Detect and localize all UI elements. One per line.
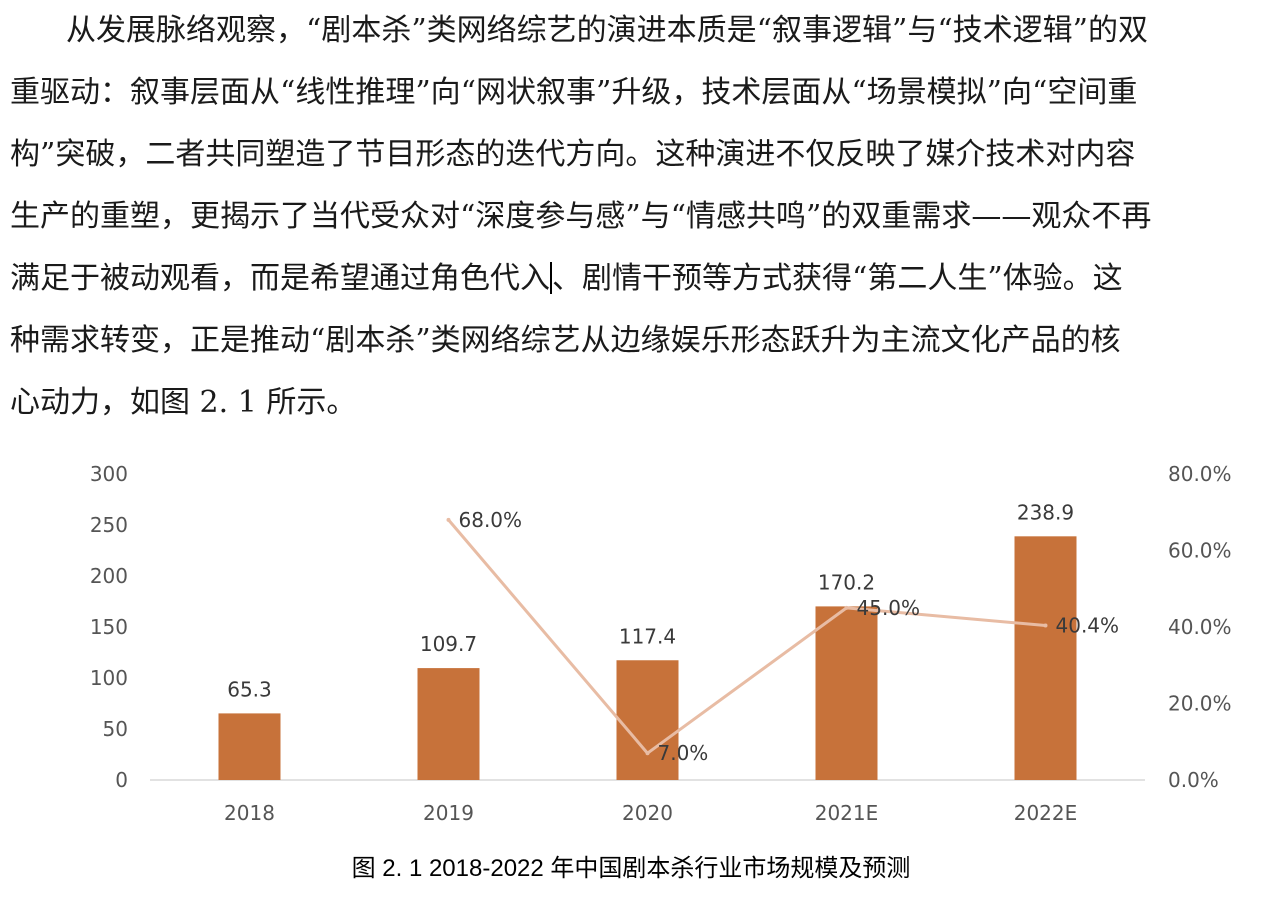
y-axis-tick-label: 50 — [103, 717, 128, 741]
bar-value-label: 170.2 — [818, 570, 875, 594]
secondary-y-axis-tick-label: 20.0% — [1168, 692, 1232, 716]
paragraph-line: 种需求转变，正是推动“剧本杀”类网络综艺从边缘娱乐形态跃升为主流文化产品的核 — [10, 323, 1121, 358]
paragraph-line: 心动力，如图 2. 1 所示。 — [10, 385, 357, 420]
chart-svg: 0 50 100 150 200 250 300 0.0% 20.0% 40.0% 60.0% 80.… — [90, 462, 1232, 825]
y-axis-tick-label: 100 — [90, 666, 128, 690]
y-axis-tick-label: 150 — [90, 615, 128, 639]
y-axis-tick-label: 200 — [90, 564, 128, 588]
secondary-y-axis-tick-label: 80.0% — [1168, 462, 1232, 486]
growth-rate-line — [447, 518, 1046, 755]
bar-value-label: 117.4 — [619, 624, 676, 648]
bar — [218, 713, 281, 780]
y-axis-tick-label: 300 — [90, 462, 128, 486]
bar — [1014, 536, 1077, 780]
body-paragraph: 从发展脉络观察，“剧本杀”类网络综艺的演进本质是“叙事逻辑”与“技术逻辑”的双 … — [10, 0, 1250, 434]
bar-value-label: 109.7 — [420, 632, 477, 656]
paragraph-segment: 满足于被动观看，而是希望通过角色代入 — [10, 261, 550, 296]
x-axis-tick-label: 2020 — [622, 801, 673, 825]
y-axis-tick-label: 0 — [115, 768, 128, 792]
growth-rate-label: 68.0% — [459, 508, 523, 532]
paragraph-line: 重驱动：叙事层面从“线性推理”向“网状叙事”升级，技术层面从“场景模拟”向“空间… — [10, 75, 1138, 110]
growth-rate-point — [446, 517, 451, 522]
growth-rate-label: 45.0% — [857, 596, 921, 620]
secondary-y-axis-tick-label: 0.0% — [1168, 768, 1219, 792]
growth-rate-point — [844, 605, 849, 610]
secondary-y-axis-tick-label: 40.0% — [1168, 615, 1232, 639]
paragraph-line-with-cursor[interactable]: 满足于被动观看，而是希望通过角色代入、剧情干预等方式获得“第二人生”体验。这 — [10, 248, 1250, 310]
bar-value-label: 65.3 — [227, 677, 272, 701]
bar — [417, 668, 480, 780]
figure-caption: 图 2. 1 2018-2022 年中国剧本杀行业市场规模及预测 — [351, 855, 911, 882]
market-size-chart: 0 50 100 150 200 250 300 0.0% 20.0% 40.0% 60.0% 80.… — [0, 455, 1262, 835]
x-axis-tick-label: 2018 — [224, 801, 275, 825]
secondary-y-axis-tick-label: 60.0% — [1168, 539, 1232, 563]
y-axis-tick-label: 250 — [90, 513, 128, 537]
paragraph-line: 从发展脉络观察，“剧本杀”类网络综艺的演进本质是“叙事逻辑”与“技术逻辑”的双 — [66, 13, 1149, 48]
x-axis-tick-label: 2019 — [423, 801, 474, 825]
growth-rate-point — [645, 751, 650, 756]
paragraph-line: 生产的重塑，更揭示了当代受众对“深度参与感”与“情感共鸣”的双重需求——观众不再 — [10, 199, 1152, 234]
text-cursor — [550, 262, 552, 294]
growth-rate-point — [1043, 623, 1048, 628]
bar — [815, 606, 878, 780]
x-axis-tick-label: 2021E — [815, 801, 879, 825]
paragraph-segment: 、剧情干预等方式获得“第二人生”体验。这 — [552, 261, 1123, 296]
bar — [616, 660, 679, 780]
growth-rate-label: 40.4% — [1056, 613, 1120, 637]
growth-rate-label: 7.0% — [658, 741, 709, 765]
paragraph-line: 构”突破，二者共同塑造了节目形态的迭代方向。这种演进不仅反映了媒介技术对内容 — [10, 137, 1136, 172]
bar-value-label: 238.9 — [1017, 500, 1074, 524]
x-axis-tick-label: 2022E — [1014, 801, 1078, 825]
